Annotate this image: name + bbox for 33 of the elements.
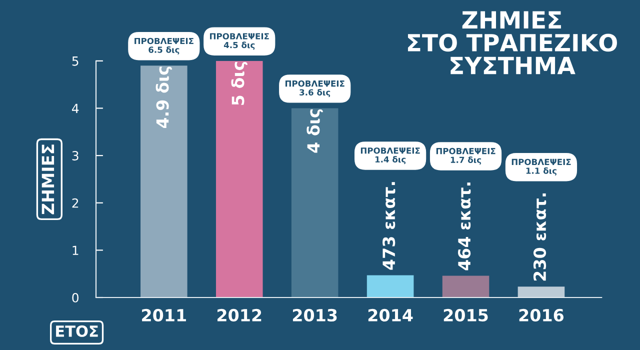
y-axis-title: ΖΗΜΙΕΣ xyxy=(42,144,54,214)
annotation: ΠΡΟΒΛΕΨΕΙΣ 1.7 δις xyxy=(436,148,496,165)
x-axis-title: ΕΤΟΣ xyxy=(56,325,98,337)
text: ΠΡΟΒΛΕΨΕΙΣ 6.5 δις xyxy=(134,38,194,55)
y-tick-label: 3 xyxy=(72,151,78,160)
annotation: ΠΡΟΒΛΕΨΕΙΣ 1.1 δις xyxy=(512,158,571,176)
bar xyxy=(442,276,490,298)
bar xyxy=(140,66,188,298)
annotation: 5 δις xyxy=(231,62,248,105)
x-tick-label: 2011 xyxy=(142,308,186,322)
annotation: 4.9 δις xyxy=(156,66,172,128)
x-tick-label: 2013 xyxy=(292,308,337,322)
text: ΠΡΟΒΛΕΨΕΙΣ 4.5 δις xyxy=(210,33,269,50)
annotation: 4 δις xyxy=(306,109,323,153)
y-tick-label: 2 xyxy=(72,198,78,208)
bar xyxy=(518,286,565,298)
annotation: ΠΡΟΒΛΕΨΕΙΣ 1.4 δις xyxy=(360,147,420,164)
x-tick-label: 2014 xyxy=(368,308,413,322)
x-tick-label: 2012 xyxy=(218,308,262,322)
y-tick-label: 4 xyxy=(72,104,79,113)
annotation: 230 εκατ. xyxy=(533,193,546,281)
y-tick-label: 0 xyxy=(72,292,79,302)
y-tick-label: 1 xyxy=(72,246,78,255)
annotation: ΠΡΟΒΛΕΨΕΙΣ 3.6 δις xyxy=(285,80,344,98)
bar xyxy=(216,60,263,298)
x-tick-label: 2015 xyxy=(444,308,488,322)
chart-title: ΖΗΜΙΕΣ ΣΤΟ ΤΡΑΠΕΖΙΚΟ ΣΥΣΤΗΜΑ xyxy=(408,11,617,74)
y-tick-label: 5 xyxy=(72,56,78,66)
bar xyxy=(291,108,338,298)
bar xyxy=(366,275,414,298)
x-tick-label: 2016 xyxy=(519,308,564,322)
annotation: 464 εκατ. xyxy=(458,182,471,270)
annotation: 473 εκατ. xyxy=(382,182,396,270)
